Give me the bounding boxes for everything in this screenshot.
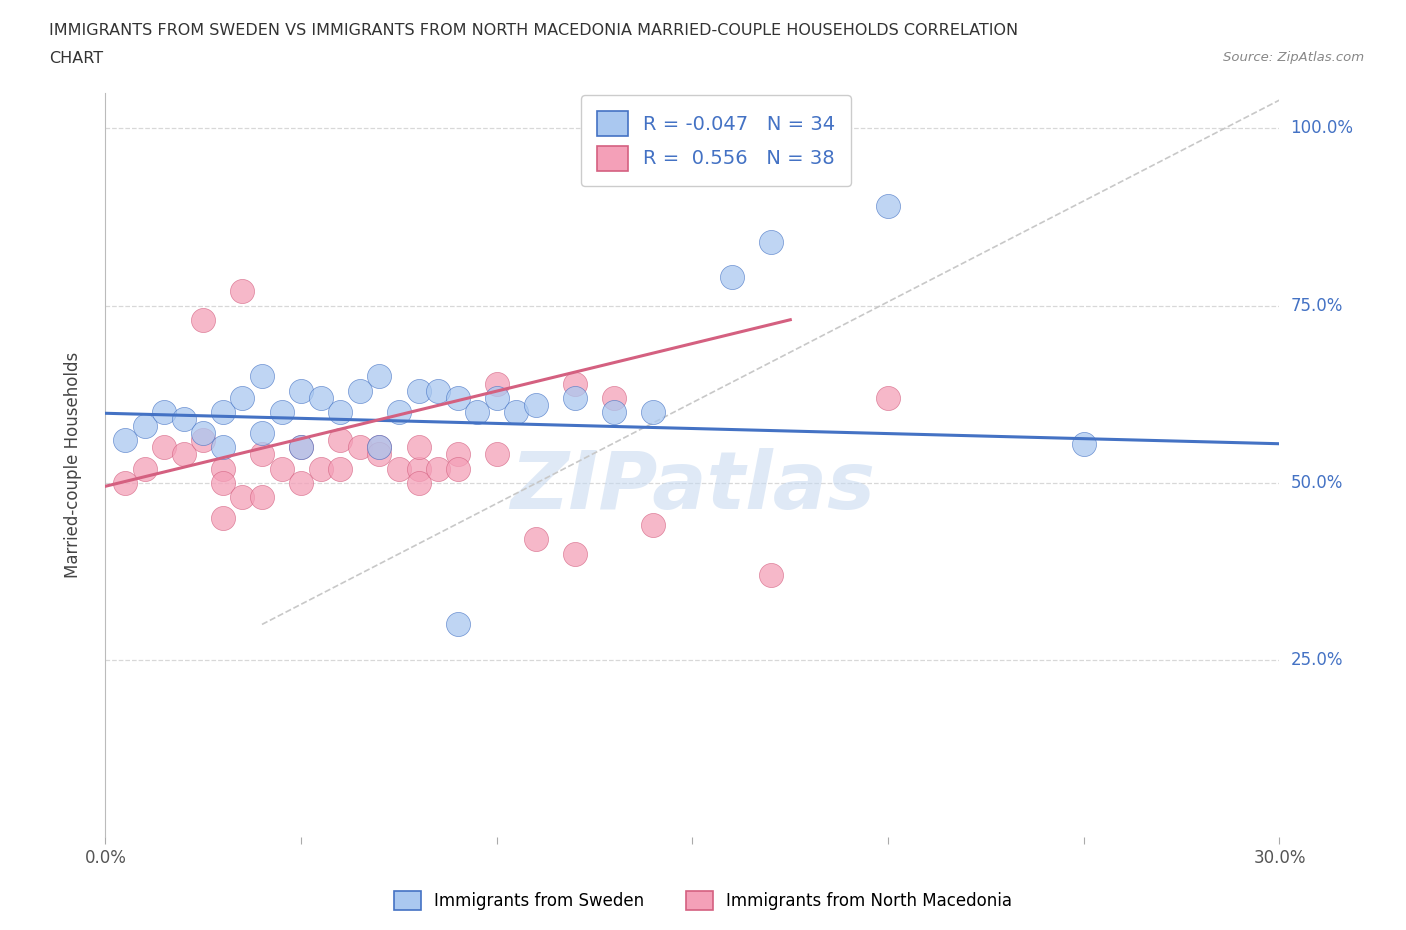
Point [759,234,782,249]
Point [643,518,665,533]
Point [564,391,586,405]
Legend: R = -0.047   N = 34, R =  0.556   N = 38: R = -0.047 N = 34, R = 0.556 N = 38 [581,95,851,186]
Point [134,461,156,476]
Point [877,391,900,405]
Point [153,440,176,455]
Point [564,376,586,391]
Point [447,447,470,462]
Point [485,376,508,391]
Point [114,432,136,447]
Point [250,369,273,384]
Point [388,461,411,476]
Point [270,461,292,476]
Text: IMMIGRANTS FROM SWEDEN VS IMMIGRANTS FROM NORTH MACEDONIA MARRIED-COUPLE HOUSEHO: IMMIGRANTS FROM SWEDEN VS IMMIGRANTS FRO… [49,23,1018,38]
Point [153,405,176,419]
Point [603,405,626,419]
Point [270,405,292,419]
Text: 25.0%: 25.0% [1291,651,1343,669]
Point [368,440,391,455]
Point [211,461,233,476]
Point [173,447,195,462]
Point [329,432,352,447]
Point [329,461,352,476]
Point [1073,436,1095,451]
Point [368,440,391,455]
Point [309,461,332,476]
Point [368,369,391,384]
Point [447,461,470,476]
Point [505,405,527,419]
Point [250,489,273,504]
Point [388,405,411,419]
Text: 100.0%: 100.0% [1291,119,1354,138]
Point [290,475,312,490]
Point [134,418,156,433]
Point [368,447,391,462]
Point [211,440,233,455]
Point [759,567,782,582]
Point [408,475,430,490]
Point [231,489,253,504]
Point [485,447,508,462]
Text: 50.0%: 50.0% [1291,473,1343,492]
Point [329,405,352,419]
Point [114,475,136,490]
Point [211,511,233,525]
Point [427,461,450,476]
Point [211,405,233,419]
Point [349,440,371,455]
Point [720,270,742,285]
Legend: Immigrants from Sweden, Immigrants from North Macedonia: Immigrants from Sweden, Immigrants from … [388,884,1018,917]
Point [290,383,312,398]
Point [290,440,312,455]
Point [408,440,430,455]
Point [643,405,665,419]
Y-axis label: Married-couple Households: Married-couple Households [63,352,82,578]
Point [193,432,215,447]
Point [231,391,253,405]
Point [408,461,430,476]
Point [524,397,547,412]
Point [173,411,195,426]
Point [231,284,253,299]
Point [193,426,215,441]
Point [408,383,430,398]
Text: CHART: CHART [49,51,103,66]
Point [465,405,488,419]
Text: 75.0%: 75.0% [1291,297,1343,314]
Point [877,199,900,214]
Point [211,475,233,490]
Point [250,447,273,462]
Point [427,383,450,398]
Point [193,312,215,327]
Point [290,440,312,455]
Point [603,391,626,405]
Text: Source: ZipAtlas.com: Source: ZipAtlas.com [1223,51,1364,64]
Point [564,546,586,561]
Point [524,532,547,547]
Point [250,426,273,441]
Text: ZIPatlas: ZIPatlas [510,448,875,526]
Point [349,383,371,398]
Point [309,391,332,405]
Point [447,617,470,631]
Point [447,391,470,405]
Point [485,391,508,405]
